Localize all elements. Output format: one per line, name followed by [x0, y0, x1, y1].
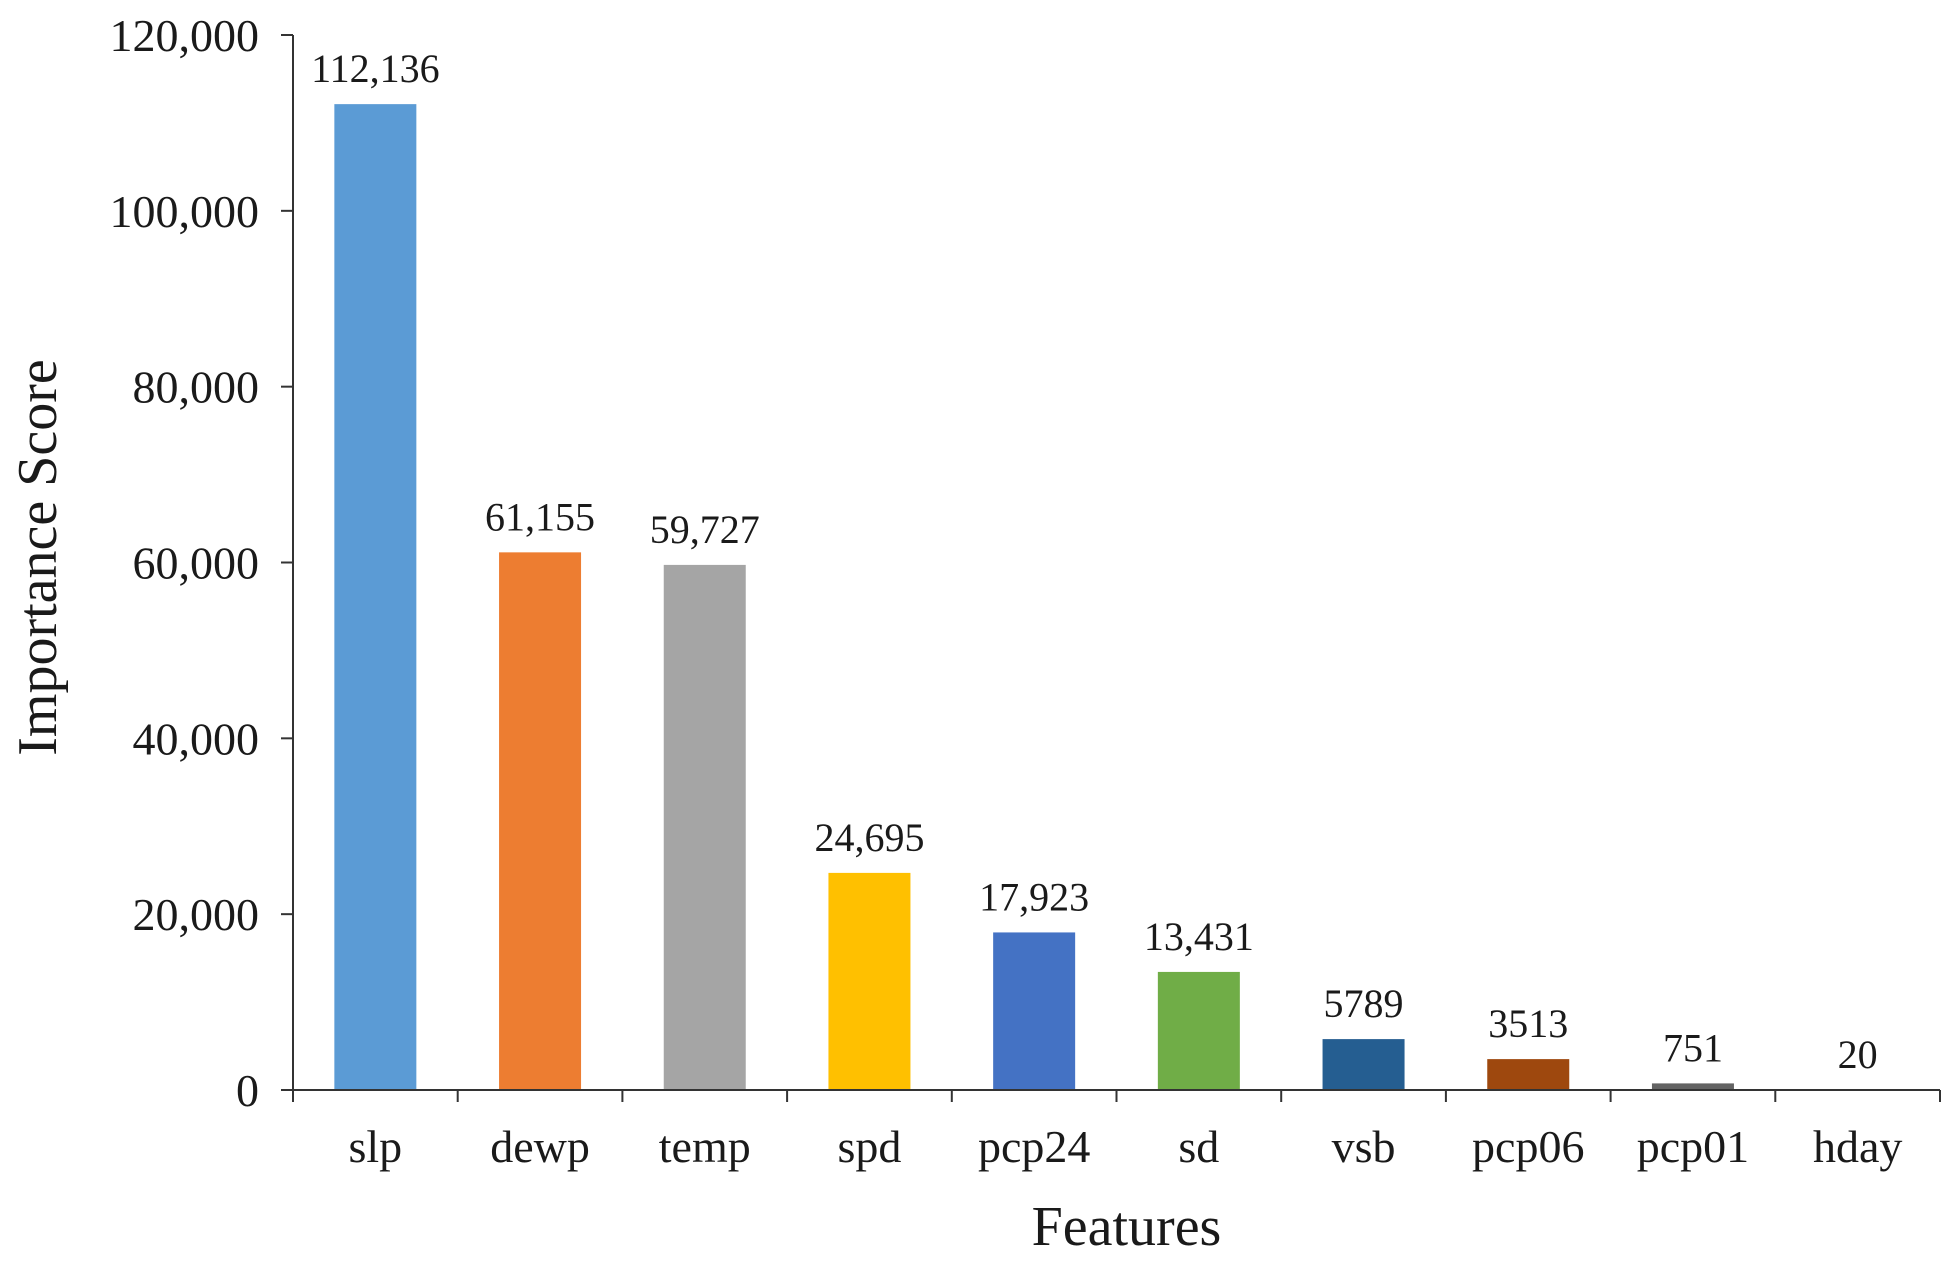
- bar-pcp06: [1487, 1059, 1570, 1090]
- category-label-pcp01: pcp01: [1637, 1121, 1749, 1172]
- data-label-pcp06: 3513: [1488, 1001, 1568, 1046]
- data-label-hday: 20: [1838, 1032, 1878, 1077]
- y-tick-label: 0: [236, 1065, 259, 1116]
- data-label-pcp24: 17,923: [979, 874, 1089, 919]
- bars: [334, 104, 1899, 1090]
- category-label-dewp: dewp: [490, 1121, 590, 1172]
- category-label-pcp06: pcp06: [1472, 1121, 1584, 1172]
- bar-slp: [334, 104, 417, 1090]
- data-label-slp: 112,136: [311, 46, 440, 91]
- data-label-pcp01: 751: [1663, 1025, 1723, 1070]
- category-label-hday: hday: [1813, 1121, 1902, 1172]
- y-tick-label: 40,000: [133, 713, 260, 764]
- category-label-pcp24: pcp24: [978, 1121, 1090, 1172]
- bar-vsb: [1322, 1039, 1405, 1090]
- category-label-sd: sd: [1178, 1121, 1219, 1172]
- bar-temp: [663, 564, 746, 1090]
- y-tick-label: 20,000: [133, 889, 260, 940]
- y-tick-label: 100,000: [110, 186, 260, 237]
- data-label-spd: 24,695: [814, 815, 924, 860]
- category-labels: slp dewp temp spd pcp24 sd vsb pcp06 pcp01 hday: [349, 1121, 1903, 1172]
- data-label-sd: 13,431: [1144, 914, 1254, 959]
- y-tick-label: 80,000: [133, 362, 260, 413]
- bar-sd: [1157, 971, 1240, 1090]
- x-axis-ticks: [292, 1090, 1941, 1102]
- bar-dewp: [499, 552, 582, 1090]
- category-label-spd: spd: [837, 1121, 901, 1172]
- data-labels: 112,136 61,155 59,727 24,695 17,923 13,431 578…: [311, 46, 1878, 1077]
- y-axis-title: Importance Score: [7, 359, 69, 755]
- category-label-slp: slp: [349, 1121, 403, 1172]
- data-label-dewp: 61,155: [485, 494, 595, 539]
- category-label-temp: temp: [659, 1121, 751, 1172]
- bar-pcp01: [1651, 1083, 1734, 1090]
- x-axis-title: Features: [1032, 1196, 1222, 1258]
- y-tick-label: 120,000: [110, 10, 260, 61]
- category-label-vsb: vsb: [1332, 1121, 1396, 1172]
- data-label-temp: 59,727: [650, 507, 760, 552]
- bar-pcp24: [993, 932, 1076, 1090]
- bar-spd: [828, 872, 911, 1090]
- y-tick-label: 60,000: [133, 538, 260, 589]
- data-label-vsb: 5789: [1324, 981, 1404, 1026]
- y-axis-ticks: 0 20,000 40,000 60,000 80,000 100,000 120,000: [110, 10, 293, 1116]
